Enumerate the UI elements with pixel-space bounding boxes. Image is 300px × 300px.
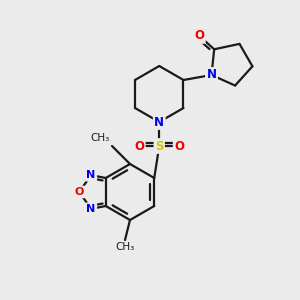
Text: CH₃: CH₃: [116, 242, 135, 252]
Text: O: O: [174, 140, 184, 152]
Text: O: O: [134, 140, 144, 152]
Text: O: O: [74, 187, 84, 197]
Text: S: S: [155, 140, 164, 152]
Text: N: N: [86, 204, 96, 214]
Text: N: N: [154, 116, 164, 128]
Text: N: N: [86, 170, 96, 180]
Text: O: O: [194, 29, 204, 42]
Text: N: N: [206, 68, 217, 82]
Text: CH₃: CH₃: [91, 133, 110, 143]
